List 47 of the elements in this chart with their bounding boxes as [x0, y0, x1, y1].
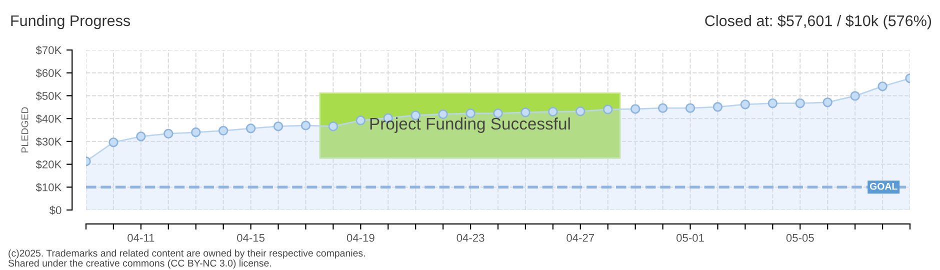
point	[300, 120, 311, 130]
point	[548, 106, 558, 117]
point	[658, 103, 668, 113]
point	[108, 137, 118, 148]
point	[136, 132, 146, 142]
point	[576, 106, 586, 116]
point	[218, 126, 228, 136]
point	[356, 116, 366, 126]
ref-line-label: GOAL	[870, 182, 898, 190]
point	[712, 102, 723, 112]
x-tick-label: 04-27	[566, 234, 594, 242]
point	[164, 128, 174, 139]
point	[520, 108, 530, 118]
point	[685, 103, 696, 113]
y-tick-label: $40K	[36, 114, 62, 124]
point	[740, 100, 750, 110]
point	[822, 97, 832, 108]
point	[191, 127, 201, 138]
y-tick-label: $50K	[36, 92, 62, 101]
text: Shared under the creative commons (CC BY-NC 3.0) license.	[8, 259, 271, 269]
y-tick-label: $10K	[36, 182, 62, 192]
point	[630, 104, 640, 114]
point	[603, 104, 613, 114]
y-tick-label: $30K	[36, 137, 62, 146]
x-tick-label: 05-01	[676, 234, 704, 242]
point	[493, 108, 503, 118]
y-tick-label: $60K	[36, 68, 62, 78]
y-tick-label: $20K	[36, 160, 62, 170]
x-tick-label: 04-15	[237, 234, 265, 242]
point	[768, 98, 778, 108]
point	[850, 91, 860, 101]
x-tick-label: 04-11	[128, 234, 154, 242]
point	[273, 121, 284, 132]
y-tick-label: $70K	[36, 46, 62, 55]
x-tick-label: 04-19	[346, 234, 374, 242]
text: Closed at: $57,601 / $10k (576%)	[705, 14, 932, 30]
y-tick-label: $0	[49, 206, 62, 215]
y-axis-title: PLEDGED	[21, 107, 28, 152]
annotation: Project Funding Successful	[370, 117, 570, 133]
point	[246, 124, 256, 134]
text: (c)2025. Trademarks and related content are owned by their respective companies.	[8, 249, 365, 259]
point	[878, 81, 888, 92]
x-tick-label: 04-23	[456, 234, 484, 242]
point	[328, 121, 338, 132]
point	[795, 98, 805, 108]
chart-title: Funding Progress	[11, 14, 130, 30]
x-tick-label: 05-05	[786, 234, 814, 242]
